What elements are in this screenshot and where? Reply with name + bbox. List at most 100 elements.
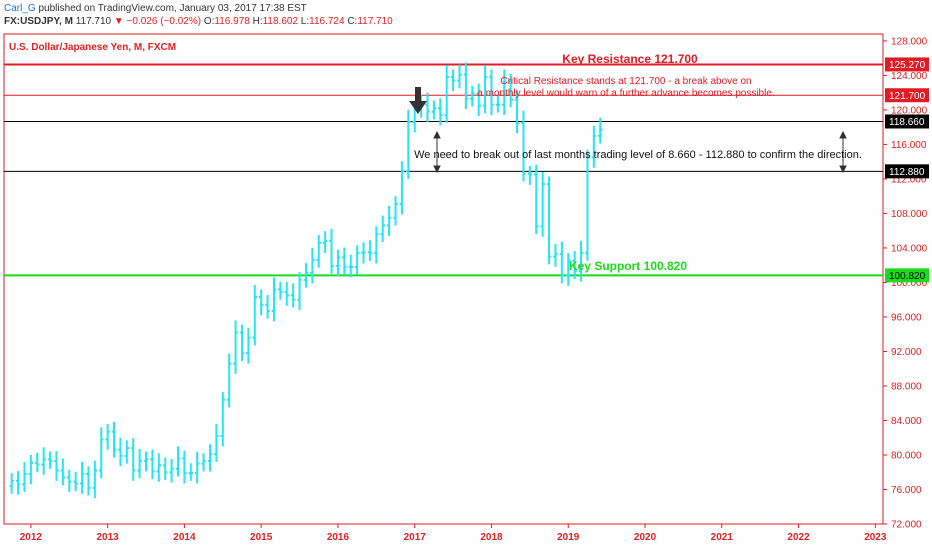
x-tick-label: 2015 <box>250 532 273 543</box>
svg-text:121.700: 121.700 <box>889 91 926 102</box>
ohlc-bar <box>348 254 353 278</box>
x-tick-label: 2012 <box>20 532 43 543</box>
ohlc-bar <box>86 466 91 496</box>
ohlc-bar <box>527 165 533 185</box>
critical-note-line2: a monthly level would warn of a further … <box>477 88 774 99</box>
level-badge: 125.270 <box>885 57 929 72</box>
ohlc-bar <box>572 250 577 279</box>
ohlc-bar <box>335 249 341 277</box>
x-tick-label: 2014 <box>173 532 196 543</box>
ohlc-bar <box>73 471 78 492</box>
ohlc-bar <box>118 437 123 467</box>
ohlc-bar <box>406 109 411 179</box>
x-tick-label: 2023 <box>864 532 887 543</box>
level-badge: 100.820 <box>885 268 929 283</box>
svg-text:100.820: 100.820 <box>889 271 926 282</box>
ohlc-bar <box>585 149 590 261</box>
ohlc-bar <box>162 457 168 481</box>
ohlc-bar <box>316 235 321 268</box>
ohlc-bar <box>194 451 200 484</box>
chart-header: Carl_G published on TradingView.com, Jan… <box>4 2 393 28</box>
ohlc-bar <box>578 241 584 282</box>
published-text: published on TradingView.com, January 03… <box>38 3 307 14</box>
ohlc-bar <box>92 460 98 499</box>
ohlc-bar <box>559 241 565 284</box>
ohlc-bar <box>67 469 72 493</box>
ohlc-bar <box>156 453 162 482</box>
ohlc-bar <box>342 247 347 275</box>
svg-text:112.880: 112.880 <box>889 167 925 178</box>
ohlc-bar <box>137 448 142 479</box>
y-tick-label: 116.000 <box>891 140 927 151</box>
symbol-label: FX:USDJPY, M <box>4 16 73 27</box>
y-tick-label: 92.000 <box>891 347 922 358</box>
y-tick-label: 124.000 <box>891 71 928 82</box>
range-right-arrow-icon <box>839 130 847 174</box>
ohlc-bar <box>226 353 232 408</box>
plot-frame <box>3 33 884 525</box>
ohlc-bar <box>521 110 526 182</box>
x-tick-label: 2016 <box>327 532 350 543</box>
y-tick-label: 96.000 <box>891 312 922 323</box>
svg-text:125.270: 125.270 <box>889 60 926 71</box>
time-axis[interactable]: 2012 2013 2014 2015 2016 2017 2018 2019 2020 2021… <box>20 524 887 543</box>
ohlc-bar <box>476 83 481 116</box>
level-badge: 112.880 <box>885 164 929 179</box>
high-label: H: <box>252 16 263 27</box>
range-note: We need to break out of last months trad… <box>414 149 862 161</box>
ohlc-bar <box>444 65 449 123</box>
ohlc-bar <box>9 473 14 494</box>
ohlc-bar <box>457 64 462 89</box>
y-tick-label: 104.000 <box>891 243 928 254</box>
publish-line: Carl_G published on TradingView.com, Jan… <box>4 2 393 15</box>
ohlc-bar <box>566 253 571 286</box>
x-tick-label: 2021 <box>711 532 734 543</box>
y-tick-label: 100.000 <box>891 278 928 289</box>
ohlc-bar <box>393 196 398 226</box>
ohlc-bar <box>470 85 475 107</box>
x-tick-label: 2022 <box>787 532 810 543</box>
ohlc-bar <box>220 392 226 447</box>
ohlc-bar <box>111 421 117 458</box>
y-tick-label: 128.000 <box>891 36 928 47</box>
close-label: C: <box>347 16 358 27</box>
ohlc-bar <box>514 89 520 134</box>
down-arrow-icon <box>409 87 427 114</box>
price-axis[interactable]: 128.000 124.000 120.000 116.000 112.000 108.0… <box>883 36 928 531</box>
ohlc-bar <box>233 320 238 374</box>
open-value: 116.978 <box>214 16 250 27</box>
ohlc-bar <box>28 454 34 485</box>
ohlc-bar <box>386 205 392 236</box>
critical-note-line1: Critical Resistance stands at 121.700 - … <box>500 76 751 87</box>
ohlc-bar <box>246 327 251 364</box>
ohlc-bar <box>54 451 59 481</box>
ohlc-bar <box>35 452 40 473</box>
ohlc-bar <box>367 240 373 261</box>
ohlc-bar <box>265 294 270 319</box>
ohlc-bar <box>546 176 552 265</box>
price-change: ▼ −0.026 (−0.02%) <box>113 16 202 27</box>
low-label: L: <box>300 16 310 27</box>
ohlc-line: FX:USDJPY, M 117.710 ▼ −0.026 (−0.02%) O… <box>4 15 393 28</box>
ohlc-bar <box>79 461 85 494</box>
y-tick-label: 120.000 <box>891 105 928 116</box>
ohlc-bar <box>450 69 456 91</box>
ohlc-bar <box>47 451 53 469</box>
ohlc-bar <box>508 73 513 108</box>
ohlc-bar <box>591 125 597 168</box>
ohlc-bar <box>207 444 213 472</box>
ohlc-bars <box>9 62 603 499</box>
close-value: 117.710 <box>357 16 393 27</box>
key-resistance-label: Key Resistance 121.700 <box>562 52 698 66</box>
level-badge: 118.660 <box>885 114 929 129</box>
ohlc-bar <box>553 244 558 267</box>
ohlc-bar <box>399 161 405 215</box>
ohlc-bar <box>290 283 296 308</box>
ohlc-bar <box>374 226 379 264</box>
ohlc-bar <box>201 453 206 472</box>
ohlc-bar <box>361 242 366 264</box>
y-tick-label: 80.000 <box>891 450 922 461</box>
ohlc-bar <box>297 272 302 311</box>
author-link[interactable]: Carl_G <box>4 3 36 14</box>
